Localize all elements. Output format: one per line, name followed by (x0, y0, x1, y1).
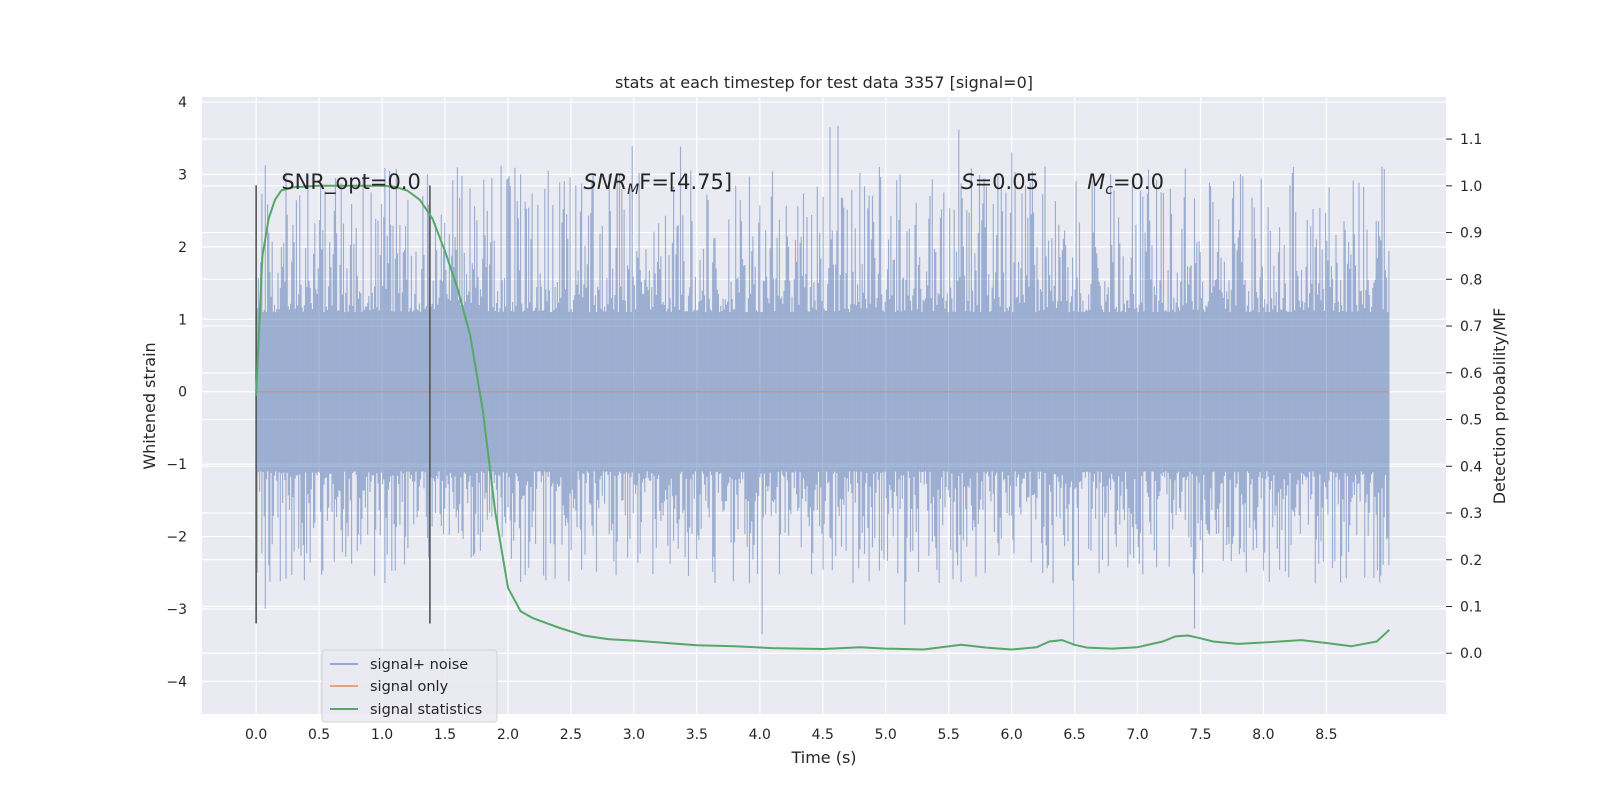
x-tick-label: 0.5 (308, 727, 330, 743)
x-tick-label: 0.0 (245, 727, 267, 743)
y-right-tick-label: 0.5 (1460, 413, 1482, 429)
annotation-main: SNR (584, 170, 628, 194)
x-tick-label: 8.0 (1252, 727, 1274, 743)
x-tick-label: 5.5 (938, 727, 960, 743)
legend-label-statistics: signal statistics (370, 702, 482, 718)
y-left-tick-label: 3 (178, 167, 187, 183)
y-right-tick-label: 0.7 (1460, 319, 1482, 335)
x-tick-label: 6.5 (1063, 727, 1085, 743)
y-left-tick-label: 1 (178, 312, 187, 328)
legend-label-signal-only: signal only (370, 679, 449, 695)
legend: signal+ noise signal only signal statist… (321, 649, 498, 723)
x-tick-label: 1.0 (371, 727, 393, 743)
x-tick-label: 1.5 (434, 727, 456, 743)
y-right-tick-label: 1.0 (1460, 179, 1482, 195)
y-right-tick-label: 0.4 (1460, 459, 1482, 475)
annotation-main: M (1087, 170, 1105, 194)
annotation-rest: =0.0 (1113, 170, 1164, 194)
x-tick-label: 8.5 (1315, 727, 1337, 743)
y-left-tick-label: −4 (166, 674, 187, 690)
annotation-main: S (961, 170, 974, 194)
annotation-subscript: c (1105, 182, 1113, 198)
y-left-tick-label: −3 (166, 602, 187, 618)
x-tick-label: 2.5 (560, 727, 582, 743)
legend-label-noise: signal+ noise (370, 657, 468, 673)
chart-title: stats at each timestep for test data 335… (615, 73, 1033, 92)
y-right-tick-label: 0.3 (1460, 506, 1482, 522)
y-right-tick-label: 0.2 (1460, 553, 1482, 569)
x-axis-label: Time (s) (790, 748, 856, 767)
series-signal-statistics (255, 184, 1390, 651)
annotation: S=0.05 (961, 170, 1039, 194)
y-right-tick-label: 0.0 (1460, 646, 1482, 662)
y-left-tick-label: 2 (178, 240, 187, 256)
x-tick-label: 7.5 (1189, 727, 1211, 743)
x-tick-label: 5.0 (875, 727, 897, 743)
x-tick-label: 7.0 (1126, 727, 1148, 743)
annotation: SNRMF=[4.75] (584, 170, 733, 198)
annotation-subscript: M (627, 182, 639, 198)
y-left-tick-label: 0 (178, 385, 187, 401)
x-tick-label: 4.5 (812, 727, 834, 743)
y-right-tick-label: 0.6 (1460, 366, 1482, 382)
y-left-tick-label: −2 (166, 530, 187, 546)
y-right-tick-label: 0.9 (1460, 226, 1482, 242)
x-tick-label: 3.0 (623, 727, 645, 743)
annotation: Mc=0.0 (1087, 170, 1164, 198)
y-left-tick-label: 4 (178, 95, 187, 111)
annotation: SNR_opt=0.0 (281, 170, 421, 195)
y-right-tick-label: 0.8 (1460, 272, 1482, 288)
y-right-tick-label: 1.1 (1460, 132, 1482, 148)
x-tick-label: 6.0 (1000, 727, 1022, 743)
annotation-rest: F=[4.75] (639, 170, 732, 194)
legend-box (321, 649, 498, 723)
y-axis-left-label: Whitened strain (140, 342, 159, 469)
x-tick-label: 2.0 (497, 727, 519, 743)
annotation-rest: =0.05 (975, 170, 1039, 194)
y-left-tick-label: −1 (166, 457, 187, 473)
x-tick-label: 4.0 (749, 727, 771, 743)
y-right-tick-label: 0.1 (1460, 599, 1482, 615)
x-tick-label: 3.5 (686, 727, 708, 743)
y-axis-right-label: Detection probability/MF (1490, 308, 1509, 505)
